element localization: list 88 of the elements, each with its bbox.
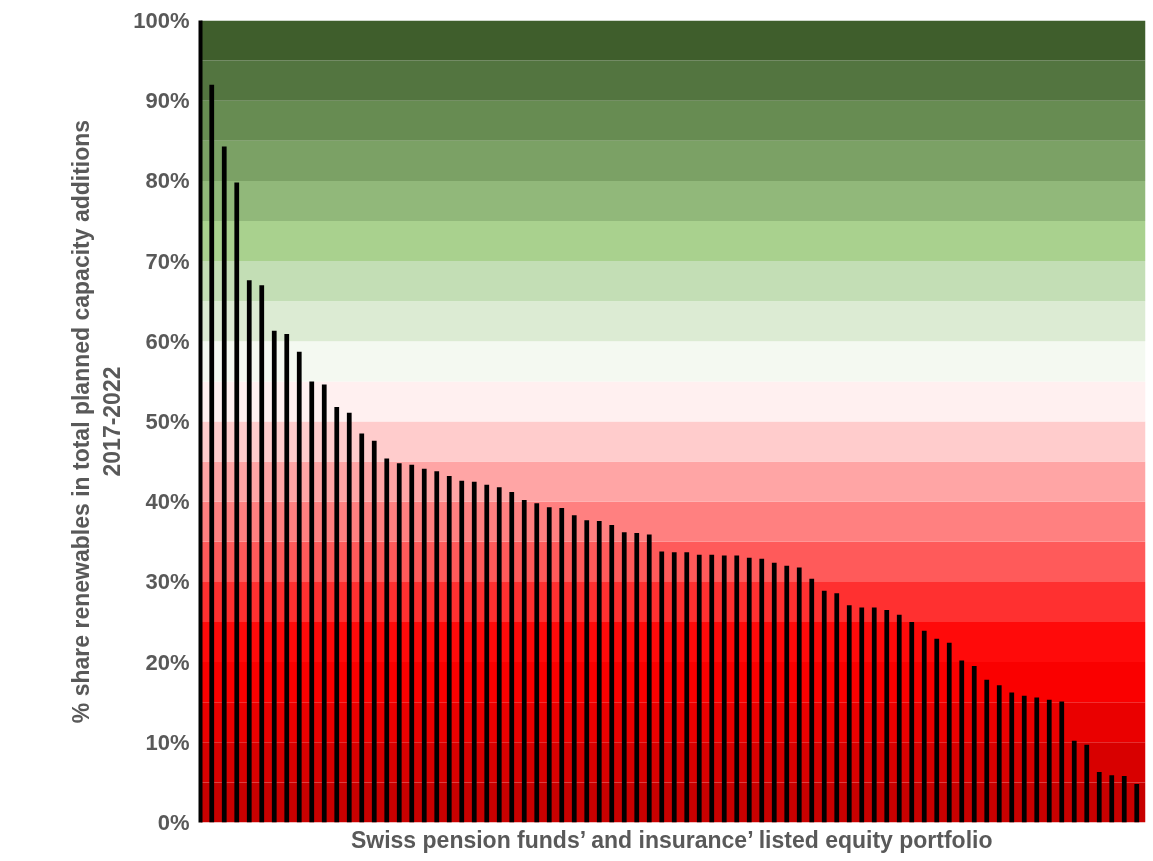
bar bbox=[459, 480, 465, 823]
bar bbox=[221, 146, 227, 823]
bar bbox=[821, 590, 827, 823]
bar bbox=[996, 685, 1002, 823]
bar bbox=[934, 638, 940, 823]
bar bbox=[1034, 697, 1040, 823]
bar bbox=[484, 484, 490, 823]
bar bbox=[809, 578, 815, 823]
bar bbox=[671, 552, 677, 823]
y-tick-label: 0% bbox=[157, 810, 190, 835]
bar bbox=[296, 351, 302, 823]
bar bbox=[259, 285, 265, 823]
bar bbox=[271, 330, 277, 823]
bar bbox=[1009, 692, 1015, 823]
bar bbox=[621, 532, 627, 823]
bar bbox=[984, 679, 990, 823]
bar bbox=[971, 666, 977, 823]
bar bbox=[871, 607, 877, 823]
y-tick-label: 60% bbox=[145, 328, 190, 354]
bar bbox=[534, 503, 540, 823]
bar bbox=[346, 412, 352, 823]
bar bbox=[446, 476, 452, 823]
bar bbox=[759, 558, 765, 823]
y-tick-label: 30% bbox=[145, 569, 190, 595]
bar bbox=[234, 182, 240, 823]
bar bbox=[1071, 740, 1077, 823]
bar bbox=[846, 605, 852, 823]
bar bbox=[746, 557, 752, 823]
bar bbox=[921, 630, 927, 823]
bar bbox=[396, 463, 402, 823]
bar bbox=[684, 552, 690, 823]
bar bbox=[646, 534, 652, 823]
y-tick-label: 50% bbox=[145, 409, 190, 434]
bar bbox=[1046, 699, 1052, 823]
bar bbox=[946, 642, 952, 823]
bar bbox=[609, 524, 615, 823]
x-axis-title: Swiss pension funds’ and insurance’ listed equity portfolio bbox=[350, 826, 993, 853]
bar bbox=[1021, 695, 1027, 823]
bar bbox=[321, 384, 327, 823]
bar bbox=[1109, 775, 1115, 823]
bar bbox=[359, 433, 365, 823]
bar bbox=[309, 381, 315, 823]
bar bbox=[471, 481, 477, 823]
y-tick-label: 100% bbox=[133, 8, 190, 33]
bar bbox=[834, 593, 840, 823]
bar bbox=[784, 565, 790, 823]
bar bbox=[859, 607, 865, 823]
bar bbox=[884, 609, 890, 823]
bar bbox=[659, 551, 665, 823]
y-tick-label: 20% bbox=[145, 649, 190, 675]
bar bbox=[909, 622, 915, 823]
bar bbox=[421, 468, 427, 823]
bar bbox=[546, 507, 552, 823]
bar bbox=[384, 458, 390, 823]
y-tick-label: 80% bbox=[145, 168, 190, 194]
bar bbox=[246, 280, 252, 823]
y-axis-title: % share renewables in total planned capacity additions 2017-2022 bbox=[68, 119, 126, 724]
y-tick-label: 10% bbox=[145, 729, 190, 755]
bar bbox=[1134, 784, 1140, 823]
y-tick-label: 90% bbox=[145, 88, 190, 114]
bar bbox=[496, 487, 502, 823]
bar bbox=[1059, 701, 1065, 823]
bar bbox=[709, 554, 715, 823]
bar bbox=[371, 440, 377, 823]
bar bbox=[209, 84, 215, 823]
bar bbox=[771, 562, 777, 823]
bar bbox=[596, 520, 602, 823]
bar bbox=[571, 515, 577, 823]
y-tick-label: 70% bbox=[145, 248, 190, 274]
bar bbox=[409, 464, 415, 823]
bar bbox=[434, 471, 440, 823]
bar bbox=[509, 492, 515, 823]
bar bbox=[734, 555, 740, 823]
bar bbox=[959, 660, 965, 823]
bar bbox=[1084, 744, 1090, 823]
bar bbox=[584, 520, 590, 823]
bar bbox=[696, 554, 702, 823]
bar bbox=[721, 555, 727, 823]
bar bbox=[334, 407, 340, 823]
bar bbox=[284, 334, 290, 823]
bar bbox=[559, 508, 565, 823]
y-tick-label: 40% bbox=[145, 489, 190, 515]
bar bbox=[1121, 775, 1127, 823]
bar bbox=[634, 532, 640, 823]
bar bbox=[521, 500, 527, 823]
bar bbox=[796, 567, 802, 823]
bar bbox=[896, 614, 902, 823]
bar bbox=[1096, 771, 1102, 823]
